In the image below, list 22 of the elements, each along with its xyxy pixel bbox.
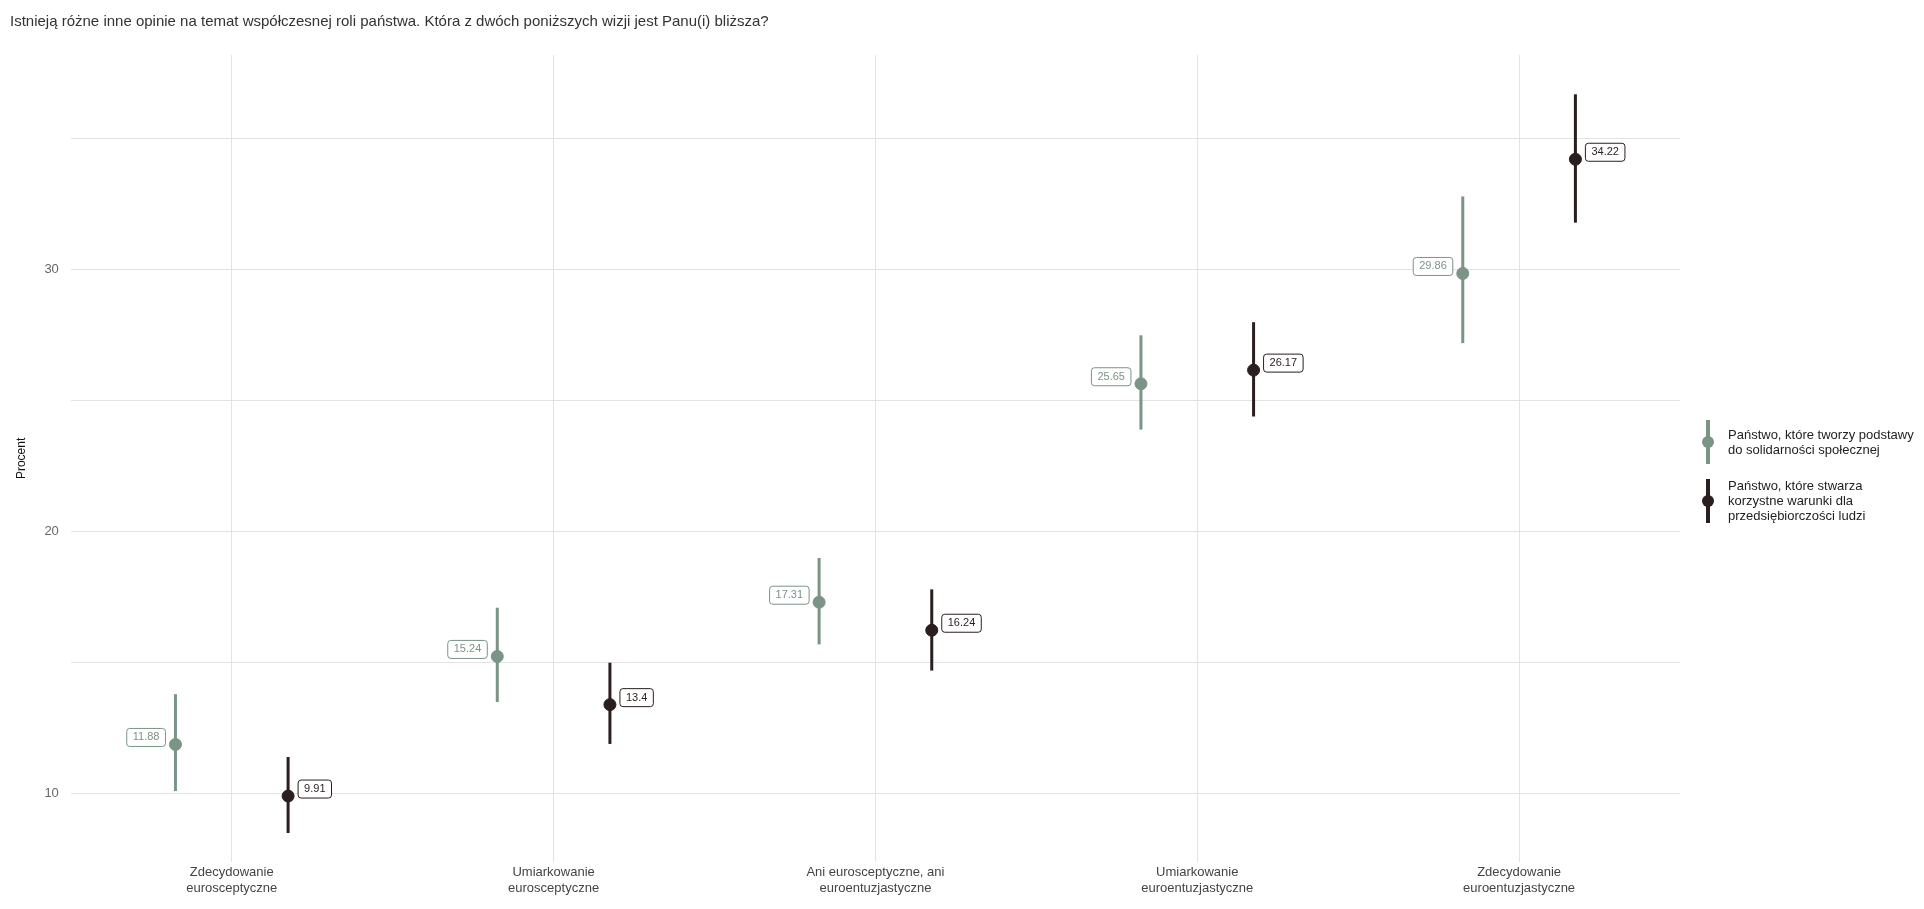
data-label: 9.91	[304, 782, 326, 795]
data-label: 29.86	[1419, 259, 1447, 272]
data-label: 13.4	[625, 690, 648, 703]
x-tick-label: Zdecydowanie eurosceptyczne	[186, 864, 278, 895]
legend-label: Państwo, które tworzy podstawy do solidarności społecznej	[1728, 427, 1915, 457]
chart-title: Istnieją różne inne opinie na temat współczesnej roli państwa. Która z dwóch poniższych wizji jest Panu(i) bliższa?	[10, 12, 769, 30]
data-label: 17.31	[775, 588, 804, 601]
legend-label: Państwo, które stwarza korzystne warunki dla przedsiębiorczości ludzi	[1728, 478, 1867, 523]
x-tick-label: Umiarkowanie euroentuzjastyczne	[1141, 864, 1254, 895]
data-label: 25.65	[1097, 369, 1125, 382]
y-tick-label: 20	[44, 523, 59, 539]
data-label: 11.88	[132, 730, 160, 743]
data-label: 16.24	[947, 616, 976, 629]
x-tick-label: Umiarkowanie eurosceptyczne	[508, 864, 600, 895]
y-axis-title: Procent	[13, 437, 28, 480]
data-label: 15.24	[453, 642, 482, 655]
x-tick-label: Zdecydowanie euroentuzjastyczne	[1463, 864, 1576, 895]
y-tick-label: 30	[44, 261, 59, 277]
x-tick-label: Ani eurosceptyczne, ani euroentuzjastyczne	[806, 864, 945, 895]
data-label: 34.22	[1591, 145, 1619, 158]
y-tick-label: 10	[44, 785, 59, 801]
data-label: 26.17	[1269, 356, 1298, 369]
